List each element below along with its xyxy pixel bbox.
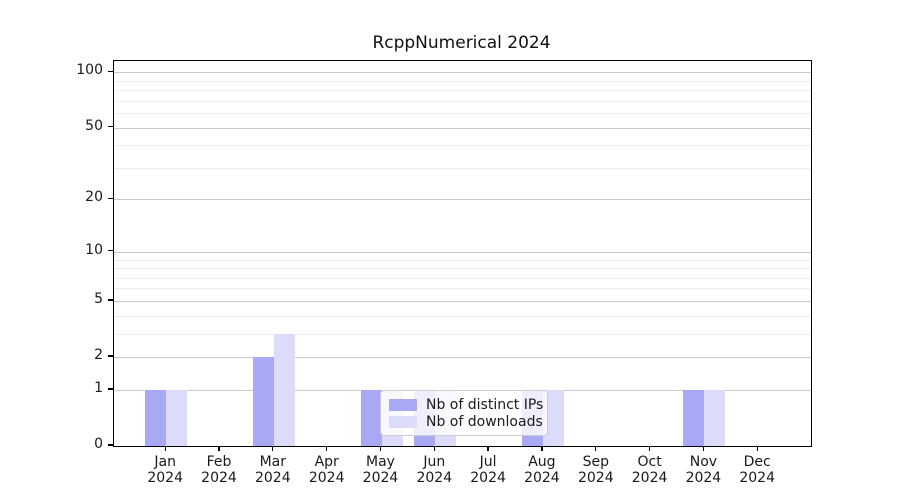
- y-tick-label-1: 1: [94, 379, 103, 396]
- gridline-50: [114, 127, 811, 129]
- y-tick-label-5: 5: [94, 290, 103, 307]
- bar-downloads-aug: [542, 389, 564, 446]
- x-tick-label-may: May 2024: [362, 454, 399, 486]
- x-tick-label-oct: Oct 2024: [631, 454, 668, 486]
- gridline-minor-8: [114, 268, 811, 269]
- bar-distinct-ips-may: [360, 389, 382, 446]
- x-tick-label-jun: Jun 2024: [416, 454, 453, 486]
- y-tick-label-10: 10: [85, 241, 103, 258]
- gridline-100: [114, 72, 811, 74]
- x-tick-label-feb: Feb 2024: [201, 454, 237, 486]
- y-tick-50: [108, 125, 113, 128]
- y-tick-0: [108, 444, 113, 446]
- legend-item-distinct-ips: Nb of distinct IPs: [389, 396, 543, 414]
- x-tick-may: [379, 446, 382, 452]
- x-tick-feb: [218, 446, 220, 452]
- y-tick-100: [108, 70, 113, 72]
- gridline-minor-60: [114, 113, 811, 115]
- y-tick-label-0: 0: [94, 436, 103, 452]
- x-tick-label-aug: Aug 2024: [524, 454, 560, 486]
- x-tick-jul: [487, 446, 489, 452]
- x-tick-label-apr: Apr 2024: [308, 454, 345, 486]
- y-tick-5: [108, 299, 113, 301]
- x-tick-mar: [272, 446, 274, 452]
- gridline-minor-70: [114, 100, 811, 102]
- y-tick-label-50: 50: [85, 117, 103, 134]
- gridline-minor-4: [114, 315, 811, 317]
- legend-swatch-distinct-ips: [389, 398, 417, 411]
- bar-distinct-ips-jan: [145, 389, 167, 446]
- gridline-20: [114, 199, 811, 201]
- gridline-minor-40: [114, 145, 811, 147]
- x-tick-label-sep: Sep 2024: [577, 454, 614, 486]
- bar-distinct-ips-nov: [683, 389, 705, 446]
- y-tick-10: [108, 250, 113, 252]
- x-tick-label-nov: Nov 2024: [685, 454, 722, 486]
- x-tick-label-jul: Jul 2024: [470, 454, 506, 486]
- legend-swatch-downloads: [389, 416, 417, 429]
- bar-distinct-ips-mar: [252, 357, 274, 446]
- x-tick-label-jan: Jan 2024: [147, 454, 183, 486]
- legend-item-downloads: Nb of downloads: [389, 414, 543, 432]
- x-tick-nov: [702, 446, 705, 452]
- legend-label-downloads: Nb of downloads: [426, 414, 543, 431]
- plot-area: [113, 60, 812, 447]
- x-tick-dec: [756, 446, 758, 452]
- gridline-minor-7: [114, 277, 811, 279]
- legend-label-distinct-ips: Nb of distinct IPs: [426, 396, 544, 413]
- x-tick-apr: [326, 446, 328, 452]
- bar-downloads-mar: [273, 333, 295, 446]
- gridline-10: [114, 251, 811, 253]
- gridline-minor-30: [114, 167, 811, 169]
- gridline-minor-3: [114, 333, 811, 335]
- x-tick-sep: [595, 446, 597, 452]
- gridline-2: [114, 357, 811, 358]
- x-tick-label-dec: Dec 2024: [739, 454, 775, 486]
- y-tick-1: [108, 388, 113, 390]
- y-tick-label-2: 2: [94, 347, 103, 363]
- y-tick-2: [108, 355, 113, 357]
- x-tick-jun: [433, 446, 435, 452]
- legend: Nb of distinct IPs Nb of downloads: [380, 390, 548, 436]
- gridline-5: [114, 300, 811, 302]
- bar-downloads-nov: [704, 389, 726, 446]
- y-tick-label-100: 100: [76, 62, 103, 79]
- x-tick-jan: [164, 446, 166, 452]
- gridline-minor-9: [114, 259, 811, 261]
- chart-title: RcppNumerical 2024: [372, 33, 551, 53]
- x-tick-label-mar: Mar 2024: [254, 454, 291, 486]
- gridline-minor-80: [114, 90, 811, 92]
- x-tick-aug: [541, 446, 543, 452]
- gridline-minor-90: [114, 80, 811, 82]
- gridline-minor-6: [114, 288, 811, 290]
- y-tick-20: [108, 197, 113, 200]
- y-tick-label-20: 20: [85, 189, 103, 206]
- bar-downloads-jan: [166, 389, 188, 446]
- x-tick-oct: [648, 446, 651, 452]
